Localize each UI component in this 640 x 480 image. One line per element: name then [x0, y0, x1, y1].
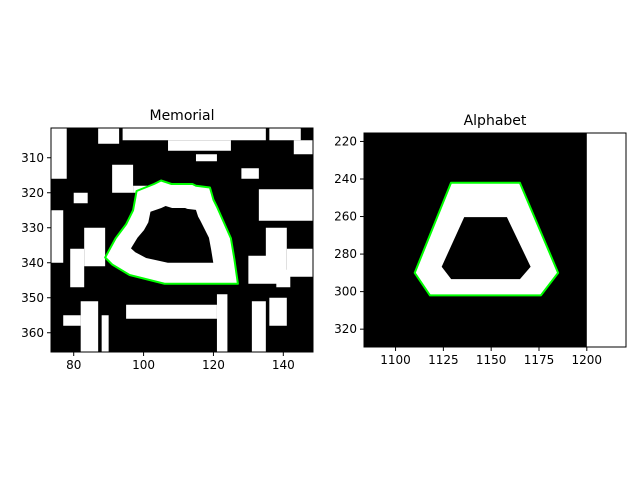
image-region — [276, 270, 290, 288]
image-region — [81, 301, 98, 352]
image-region — [51, 128, 67, 179]
panel-alphabet: 1100 1125 1150 1175 1200 220 240 260 280 300 320 Al… — [334, 113, 626, 367]
x-tick-label: 1125 — [428, 353, 459, 367]
chart-title: Alphabet — [464, 113, 527, 129]
image-region — [70, 249, 84, 288]
panel-memorial: 80 100 120 140 310 320 330 340 350 360 Memorial — [21, 108, 313, 372]
y-tick-label: 350 — [21, 291, 44, 305]
chart-title: Memorial — [149, 108, 214, 124]
y-tick-label: 310 — [21, 151, 44, 165]
image-region — [51, 210, 63, 263]
x-tick-label: 80 — [66, 358, 81, 372]
x-tick-label: 1100 — [380, 353, 411, 367]
image-region — [252, 301, 266, 352]
image-region — [63, 315, 80, 326]
x-tick-label: 1150 — [476, 353, 507, 367]
y-tick-label: 320 — [334, 322, 357, 336]
y-tick-label: 360 — [21, 326, 44, 340]
image-region — [269, 128, 300, 140]
image-region — [259, 189, 313, 221]
image-region — [241, 168, 258, 179]
y-tick-label: 340 — [21, 256, 44, 270]
image-region — [287, 249, 313, 277]
y-tick-label: 320 — [21, 186, 44, 200]
image-region — [84, 228, 105, 267]
image-region — [269, 298, 286, 326]
x-tick-label: 1200 — [572, 353, 603, 367]
x-tick-label: 120 — [202, 358, 225, 372]
image-region — [123, 128, 266, 140]
y-tick-label: 220 — [334, 134, 357, 148]
image-region — [74, 193, 88, 204]
x-tick-label: 100 — [132, 358, 155, 372]
image-region — [168, 140, 231, 151]
image-region — [126, 305, 217, 319]
image-region — [98, 128, 119, 144]
image-region — [217, 294, 227, 352]
image-region — [294, 140, 313, 154]
image-region — [102, 315, 109, 352]
y-tick-label: 240 — [334, 172, 357, 186]
y-tick-label: 260 — [334, 210, 357, 224]
x-tick-label: 1175 — [524, 353, 555, 367]
image-region — [196, 154, 217, 161]
y-tick-label: 330 — [21, 221, 44, 235]
y-tick-label: 300 — [334, 285, 357, 299]
image-region — [112, 165, 133, 193]
x-tick-label: 140 — [272, 358, 295, 372]
image-region — [587, 133, 626, 347]
y-tick-label: 280 — [334, 247, 357, 261]
